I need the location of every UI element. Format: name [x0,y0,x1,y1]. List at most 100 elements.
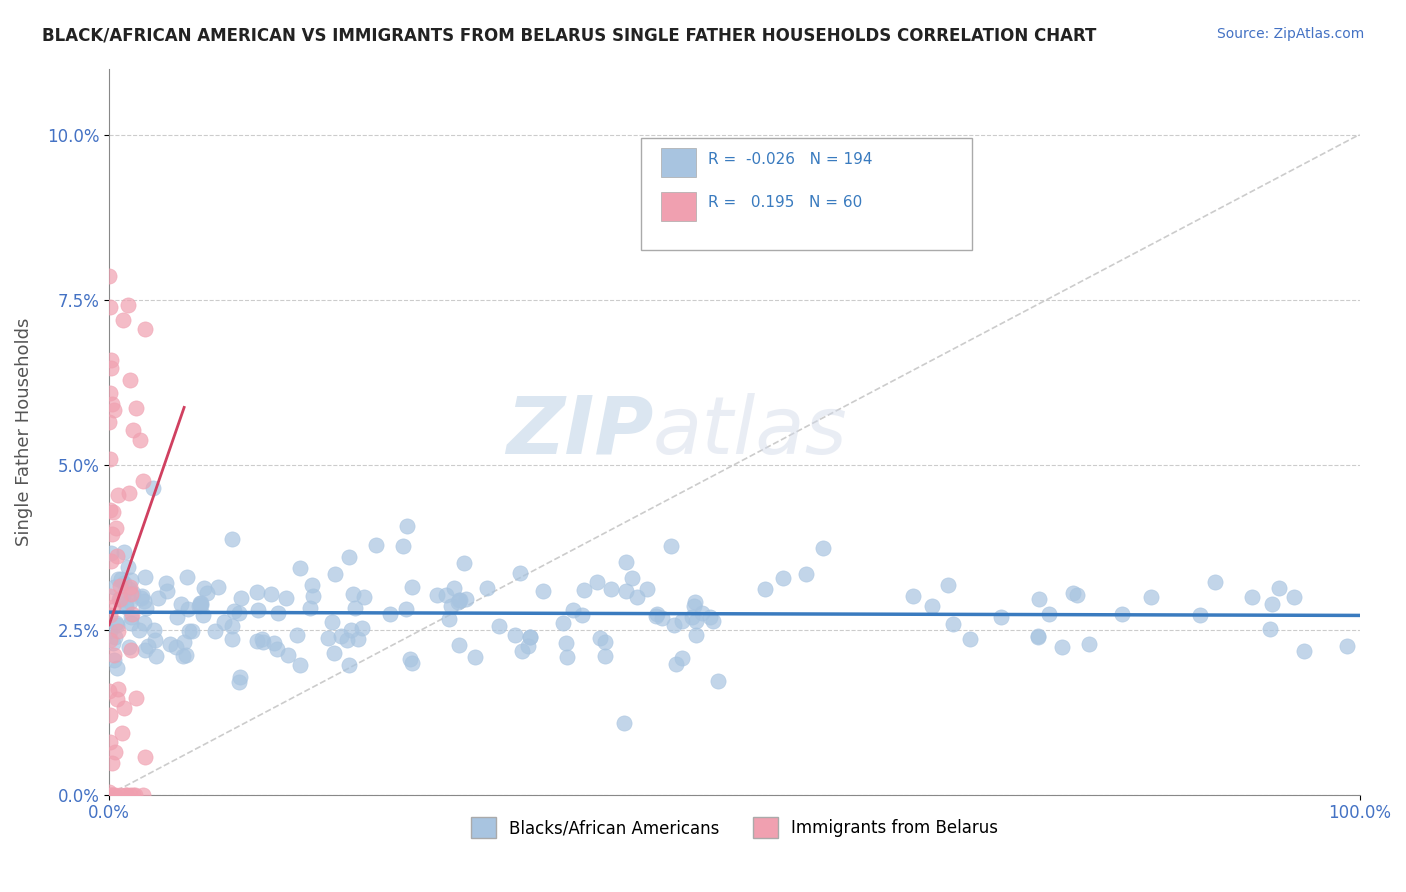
Point [299,600,322,615]
Point [645,608,668,623]
Point [221,619,243,633]
Point [246,633,269,648]
Point [101,636,124,650]
Point [342,586,364,600]
Point [267,606,290,620]
Point [121,423,143,437]
Point [1241,590,1264,604]
Point [671,651,693,665]
Point [134,322,156,336]
Point [177,602,200,616]
Point [353,590,375,604]
Point [288,560,311,574]
Point [329,629,352,643]
Point [131,589,153,603]
Point [129,433,152,447]
Point [440,599,463,614]
Point [103,402,125,417]
Point [600,582,623,597]
Point [103,788,125,802]
Point [794,567,817,582]
Point [98,632,121,647]
Point [107,487,129,501]
Point [111,726,134,740]
Point [252,635,274,649]
Point [132,594,155,608]
Point [103,653,125,667]
Point [290,658,312,673]
Point [128,623,150,637]
Point [434,588,457,602]
Point [464,649,486,664]
Point [118,640,141,654]
Point [121,607,143,621]
Point [221,532,243,546]
Point [228,606,250,620]
Point [685,614,707,628]
Point [443,581,465,595]
Point [1078,637,1101,651]
Point [562,603,585,617]
Point [614,583,637,598]
Point [323,646,346,660]
Point [118,486,141,500]
Point [772,571,794,585]
Point [1038,607,1060,621]
Point [337,550,360,565]
Point [107,624,129,638]
Point [104,630,127,644]
Point [323,566,346,581]
Point [179,624,201,638]
FancyBboxPatch shape [641,137,972,250]
Point [118,788,141,802]
Point [229,591,252,605]
Point [98,785,121,799]
Point [531,583,554,598]
Point [246,585,269,599]
Point [683,595,706,609]
Point [637,582,659,597]
Point [454,592,477,607]
Point [101,756,124,771]
Point [112,700,135,714]
Point [449,593,471,607]
Point [108,579,131,593]
Point [651,611,673,625]
Point [399,652,422,666]
Point [98,300,121,314]
Point [101,505,124,519]
Text: ZIP: ZIP [506,392,652,471]
Point [426,588,449,602]
Point [707,673,730,688]
Point [1028,592,1050,607]
Text: R =  -0.026   N = 194: R = -0.026 N = 194 [709,152,873,167]
Point [105,692,128,706]
Point [98,502,121,516]
Point [115,599,138,614]
Point [503,628,526,642]
Point [285,628,308,642]
Point [1261,597,1284,611]
Point [98,269,121,284]
Point [181,624,204,639]
Point [702,615,724,629]
Point [1336,639,1358,653]
Point [659,539,682,553]
Point [593,649,616,664]
Text: R =   0.195   N = 60: R = 0.195 N = 60 [709,195,862,211]
Point [107,572,129,586]
Point [488,619,510,633]
Point [145,648,167,663]
Point [589,631,612,645]
Point [690,606,713,620]
Point [107,682,129,697]
Point [336,632,359,647]
Point [350,621,373,635]
Point [263,636,285,650]
Point [1111,607,1133,621]
Point [990,609,1012,624]
Point [247,603,270,617]
Point [124,788,146,802]
Point [143,632,166,647]
Point [193,581,215,595]
